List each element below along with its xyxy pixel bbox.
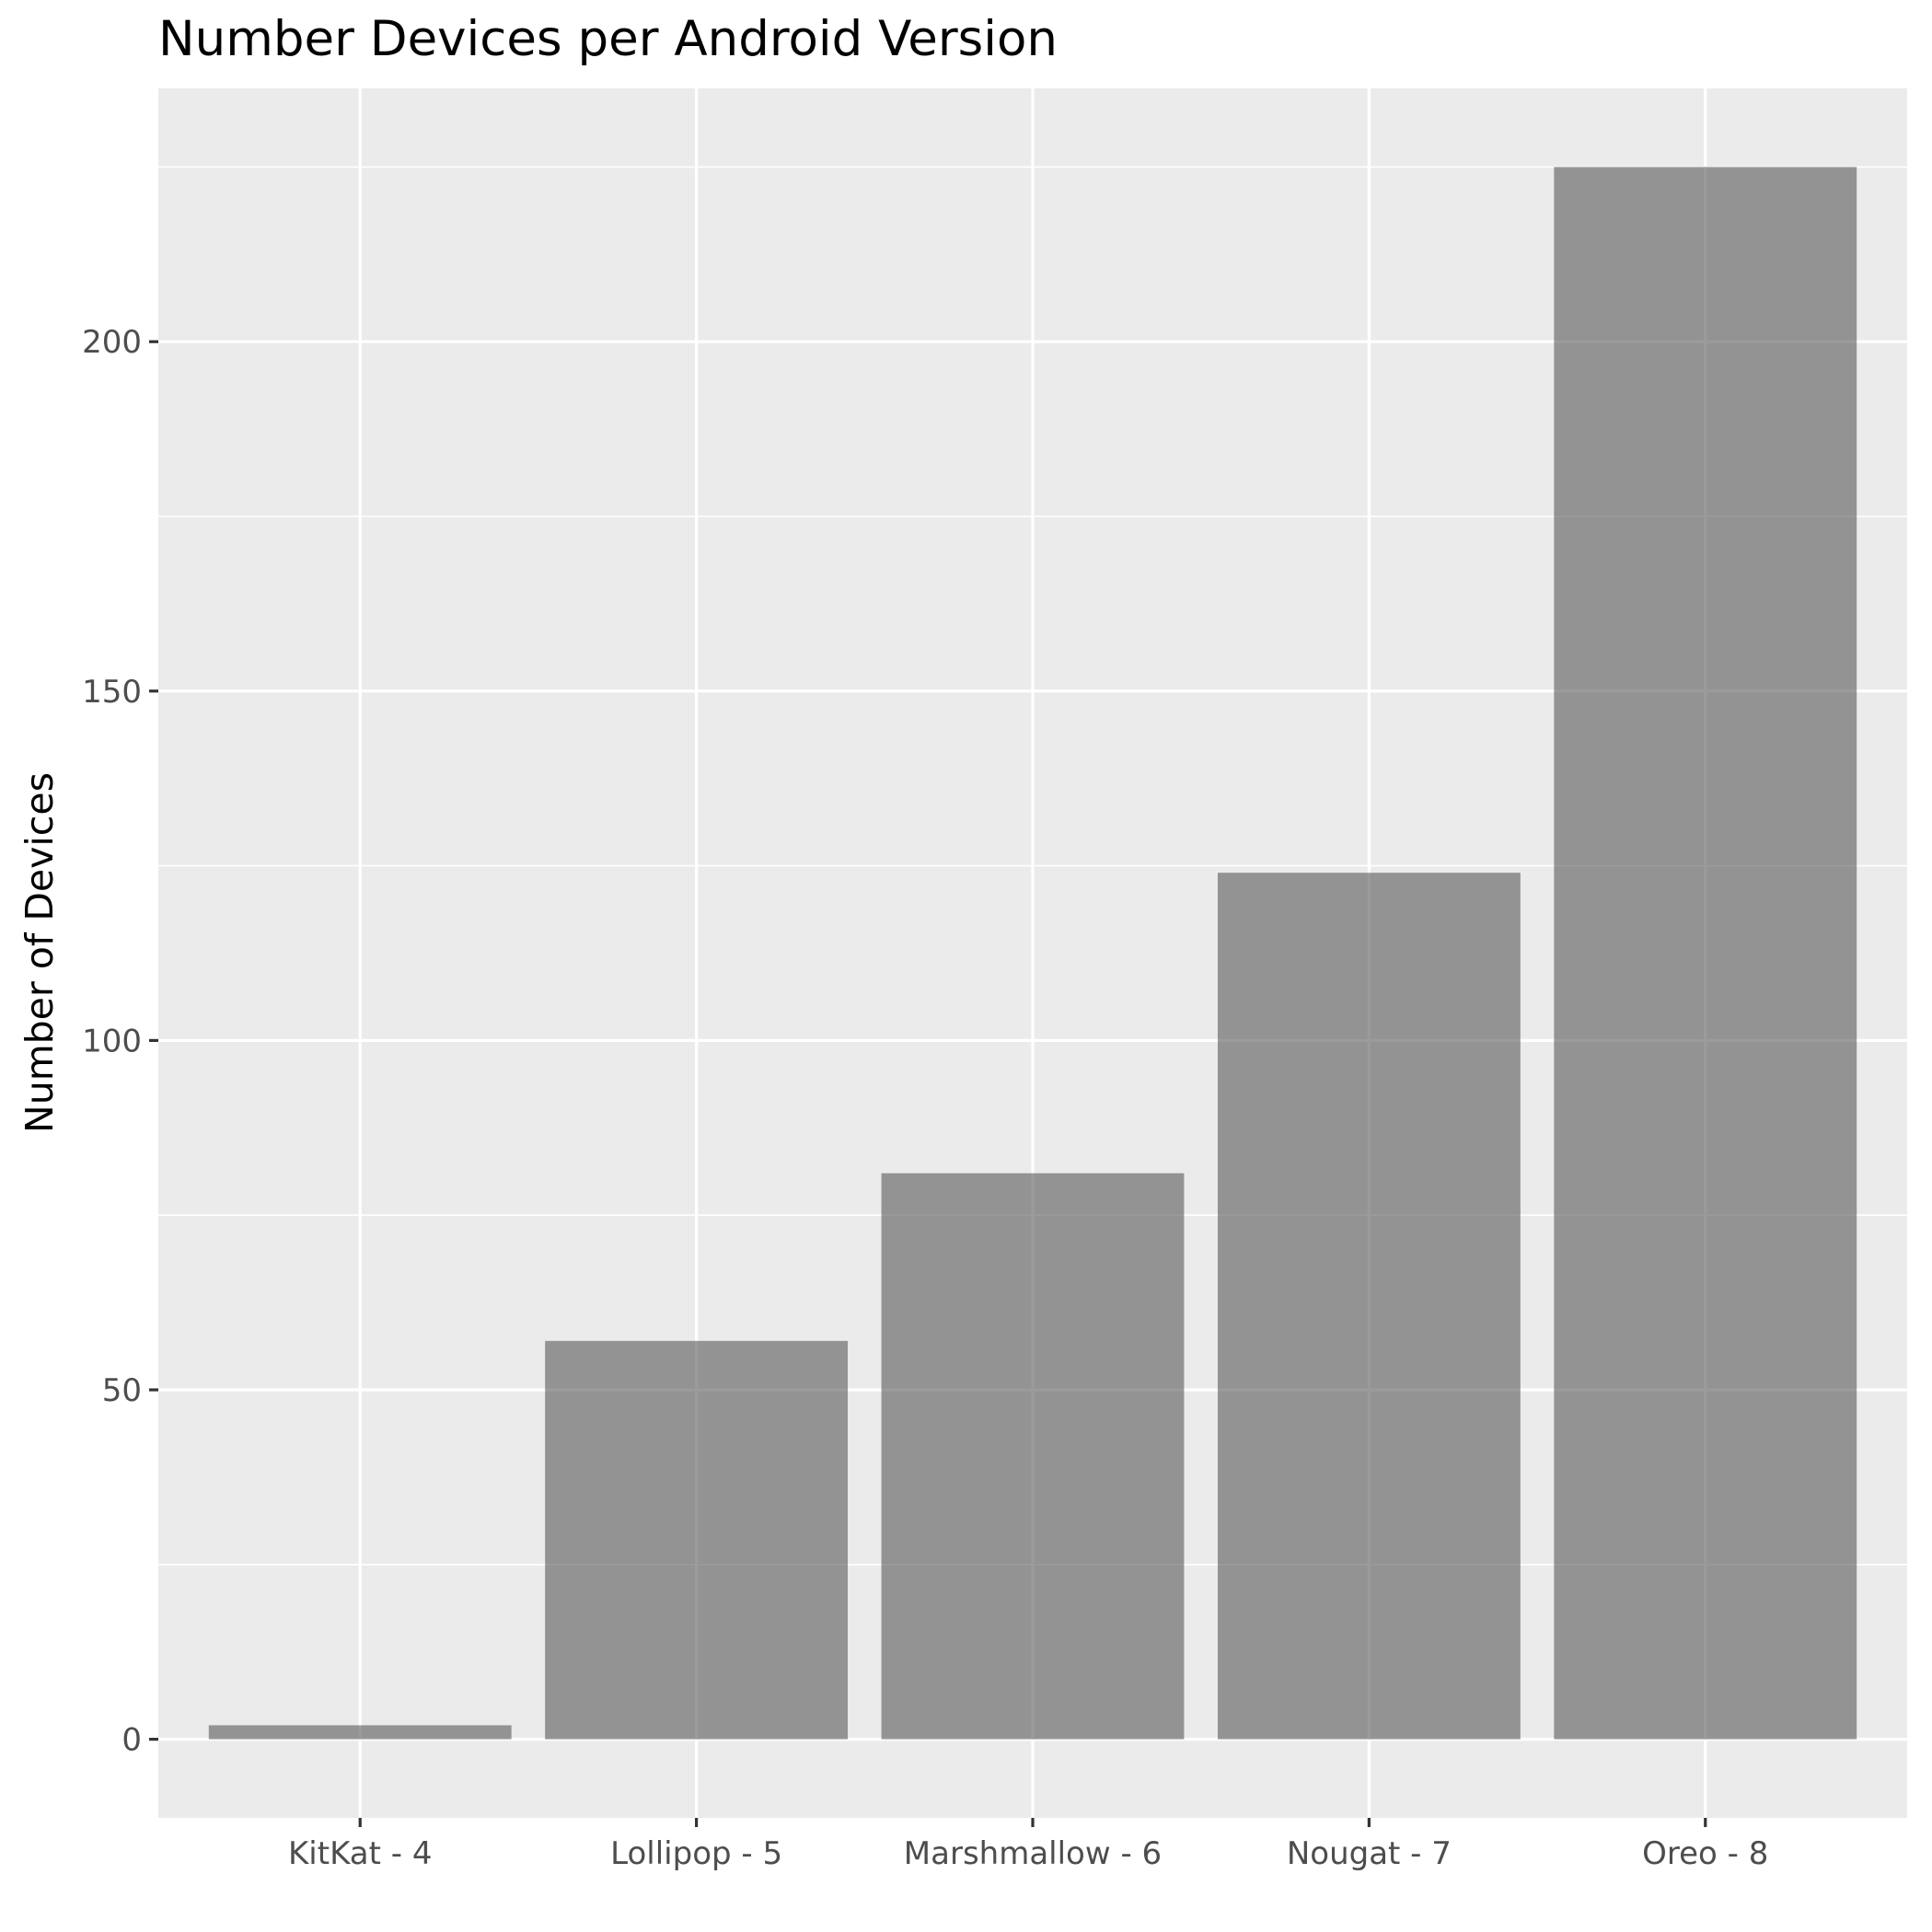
y-tick-label: 200 [82, 324, 142, 361]
y-tick-label: 0 [121, 1722, 142, 1759]
y-tick-label: 50 [102, 1372, 142, 1409]
bar [208, 1725, 512, 1740]
y-tick-label: 150 [82, 674, 142, 711]
x-tick-label: Lollipop - 5 [610, 1835, 782, 1872]
x-tick-label: Nougat - 7 [1287, 1835, 1452, 1872]
bar [1217, 873, 1521, 1740]
bars [208, 167, 1857, 1740]
bar [1554, 167, 1857, 1740]
y-tick-label: 100 [82, 1023, 142, 1059]
y-axis-title: Number of Devices [17, 772, 62, 1133]
x-tick-label: Marshmallow - 6 [904, 1835, 1162, 1872]
x-tick-label: KitKat - 4 [288, 1835, 432, 1872]
x-axis: KitKat - 4 Lollipop - 5 Marshmallow - 6 Nou… [288, 1818, 1768, 1872]
bar [881, 1173, 1185, 1740]
bar [545, 1340, 849, 1740]
y-axis: 0 50 100 150 200 [82, 324, 158, 1759]
chart-title: Number Devices per Android Version [158, 11, 1058, 67]
x-tick-label: Oreo - 8 [1642, 1835, 1768, 1872]
